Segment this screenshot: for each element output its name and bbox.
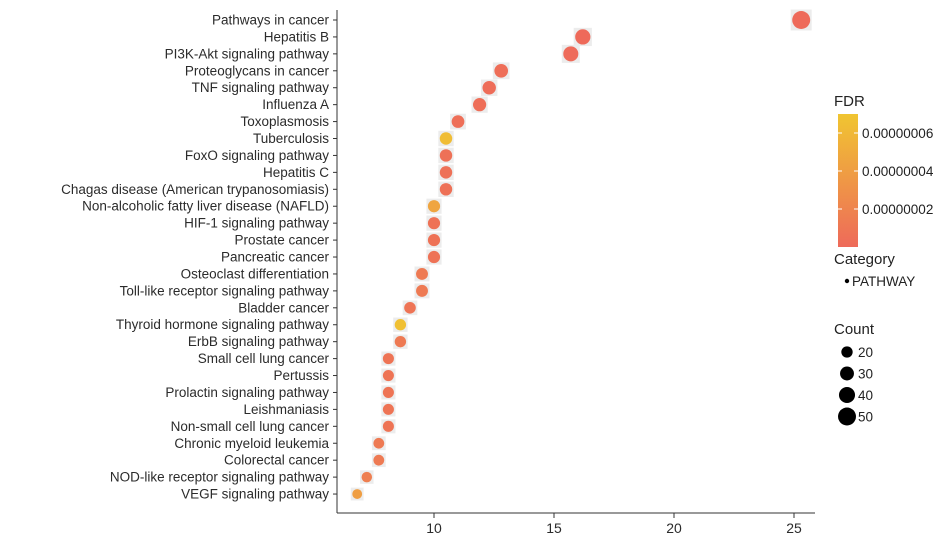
fdr-tick-label: 0.00000006 <box>862 126 933 141</box>
count-legend-label: 20 <box>858 345 873 360</box>
count-legend-title: Count <box>834 321 875 338</box>
y-tick-label: Non-small cell lung cancer <box>171 419 330 434</box>
data-point <box>439 149 453 162</box>
data-point <box>482 80 496 95</box>
y-tick-label: FoxO signaling pathway <box>185 148 329 163</box>
fdr-color-bar <box>838 114 858 247</box>
data-point <box>494 63 509 78</box>
count-legend-dot <box>841 346 853 358</box>
category-legend-title: Category <box>834 251 895 268</box>
count-legend-label: 50 <box>858 410 873 425</box>
y-tick-label: Thyroid hormone signaling pathway <box>116 317 329 332</box>
y-tick-label: PI3K-Akt signaling pathway <box>165 46 330 61</box>
data-point <box>575 29 591 45</box>
y-tick-label: HIF-1 signaling pathway <box>184 216 329 231</box>
data-point <box>382 386 394 398</box>
data-point <box>563 46 579 62</box>
data-point <box>382 353 394 365</box>
data-point <box>373 437 385 449</box>
data-point <box>427 217 441 230</box>
y-tick-label: Non-alcoholic fatty liver disease (NAFLD… <box>82 199 329 214</box>
y-tick-label: Osteoclast differentiation <box>181 266 329 281</box>
y-tick-label: Chronic myeloid leukemia <box>174 436 329 451</box>
count-legend-dot <box>838 407 856 426</box>
category-legend-label: PATHWAY <box>852 274 915 289</box>
count-legend-label: 40 <box>858 388 873 403</box>
data-point <box>427 233 441 247</box>
y-tick-label: Prolactin signaling pathway <box>165 385 329 400</box>
count-legend-dot <box>840 366 854 381</box>
y-tick-label: VEGF signaling pathway <box>181 487 329 502</box>
data-point <box>382 403 394 415</box>
data-point <box>439 166 453 179</box>
y-tick-label: Influenza A <box>262 97 329 112</box>
x-tick-label: 15 <box>546 520 562 536</box>
data-point <box>427 250 441 264</box>
data-point <box>373 454 385 466</box>
y-tick-label: Pathways in cancer <box>212 13 330 28</box>
y-tick-label: Hepatitis C <box>263 165 329 180</box>
y-tick-label: Prostate cancer <box>234 233 329 248</box>
fdr-legend-title: FDR <box>834 93 865 110</box>
category-legend-dot <box>844 278 850 284</box>
data-point <box>473 98 487 112</box>
y-tick-label: Bladder cancer <box>238 300 329 315</box>
count-legend-dot <box>838 386 856 404</box>
y-tick-label: Toxoplasmosis <box>240 114 329 129</box>
data-point <box>792 11 811 29</box>
data-point <box>382 420 394 432</box>
y-tick-label: TNF signaling pathway <box>192 80 330 95</box>
y-tick-label: Chagas disease (American trypanosomiasis… <box>61 182 329 197</box>
y-tick-label: Small cell lung cancer <box>198 351 330 366</box>
data-point <box>416 284 428 297</box>
fdr-tick-label: 0.00000004 <box>862 164 934 179</box>
data-point <box>427 200 441 213</box>
data-point <box>439 132 453 145</box>
fdr-tick-label: 0.00000002 <box>862 202 933 217</box>
data-point <box>394 319 407 331</box>
y-tick-label: Hepatitis B <box>264 29 329 44</box>
y-tick-label: Toll-like receptor signaling pathway <box>120 283 330 298</box>
y-tick-label: Colorectal cancer <box>224 453 330 468</box>
y-tick-label: Tuberculosis <box>253 131 329 146</box>
x-tick-label: 20 <box>666 520 682 536</box>
legend: FDR 0.00000002 0.00000004 0.00000006 Categor… <box>834 93 934 426</box>
data-point <box>439 183 453 196</box>
data-point <box>404 301 416 314</box>
data-point <box>416 267 428 280</box>
x-tick-label: 10 <box>426 520 442 536</box>
x-tick-label: 25 <box>786 520 802 536</box>
y-tick-label: Proteoglycans in cancer <box>185 63 330 78</box>
y-tick-label: NOD-like receptor signaling pathway <box>110 470 329 485</box>
data-point <box>382 369 394 382</box>
data-point <box>352 489 363 499</box>
y-tick-label: Pertussis <box>273 368 329 383</box>
y-tick-label: Leishmaniasis <box>243 402 329 417</box>
count-legend-label: 30 <box>858 367 873 382</box>
data-point <box>394 335 407 348</box>
y-tick-label: ErbB signaling pathway <box>188 334 329 349</box>
data-point <box>451 115 465 128</box>
data-point <box>361 471 373 483</box>
y-tick-label: Pancreatic cancer <box>221 250 330 265</box>
